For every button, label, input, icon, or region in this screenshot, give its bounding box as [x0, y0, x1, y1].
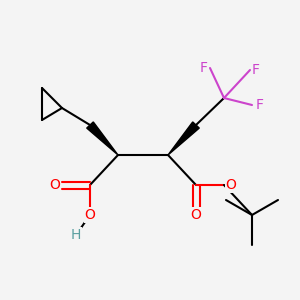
- Text: O: O: [50, 178, 60, 192]
- Text: H: H: [71, 228, 81, 242]
- Polygon shape: [168, 122, 199, 155]
- Text: O: O: [190, 208, 201, 222]
- Polygon shape: [87, 122, 118, 155]
- Text: O: O: [85, 208, 95, 222]
- Text: O: O: [226, 178, 236, 192]
- Text: F: F: [256, 98, 264, 112]
- Text: F: F: [252, 63, 260, 77]
- Text: F: F: [200, 61, 208, 75]
